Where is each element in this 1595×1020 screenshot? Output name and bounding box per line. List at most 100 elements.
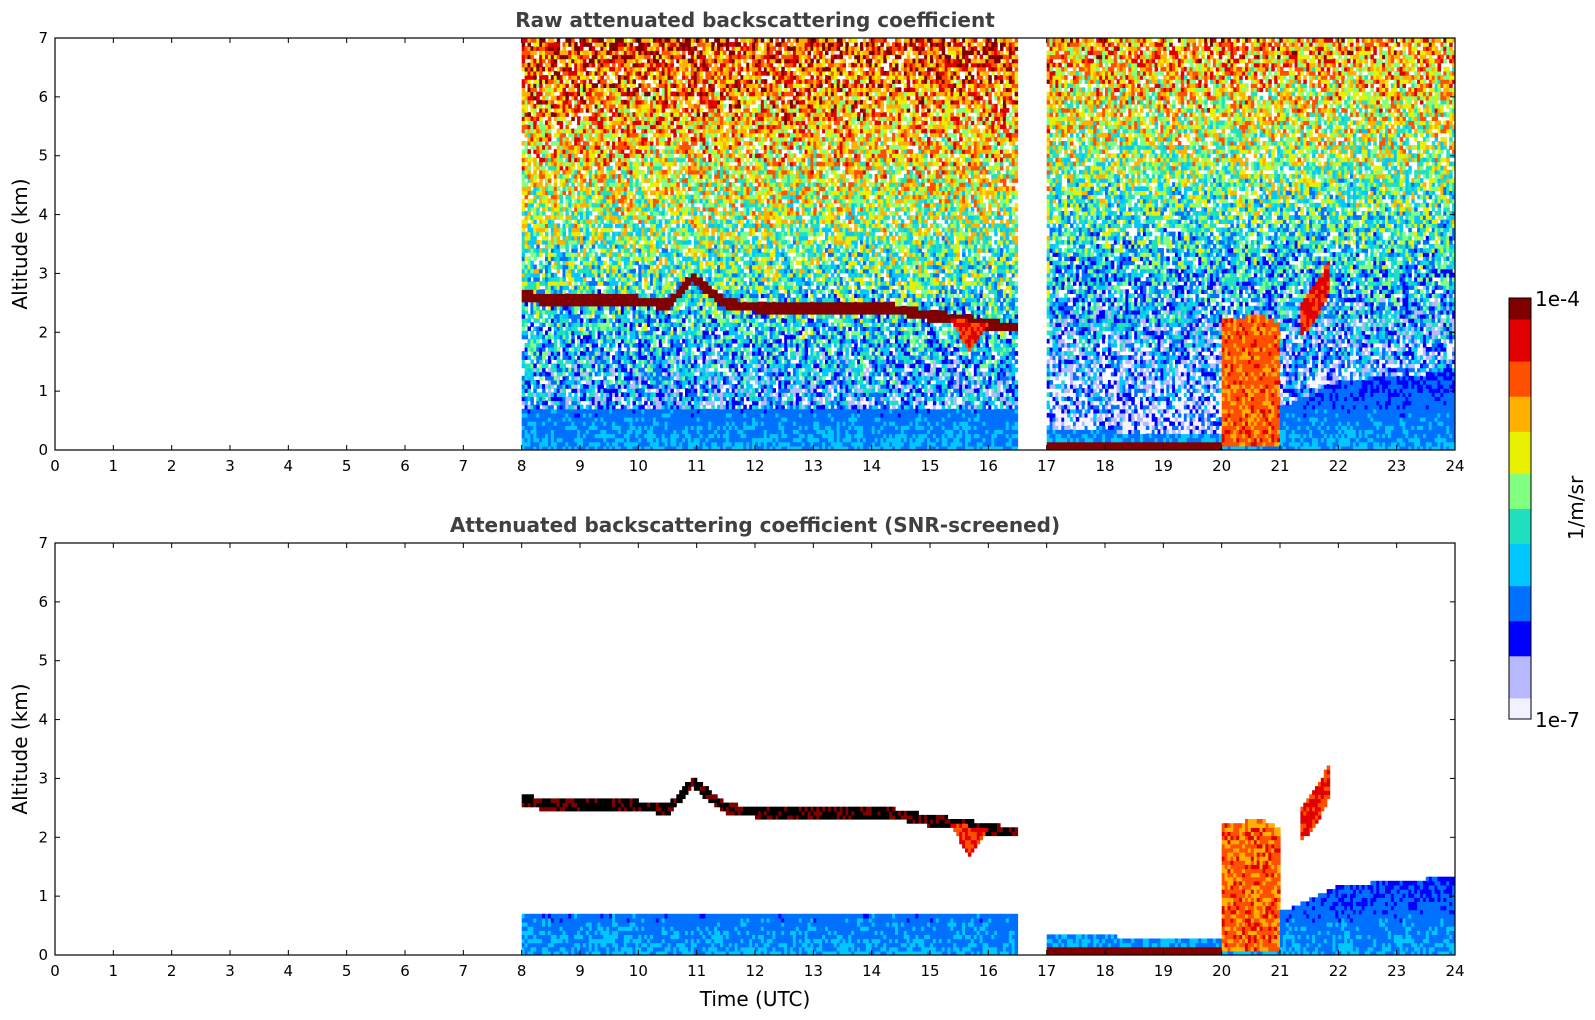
raw-heatmap-cell — [647, 55, 651, 60]
raw-heatmap-cell — [656, 421, 660, 426]
raw-heatmap-cell — [551, 421, 555, 426]
raw-heatmap-cell — [598, 104, 602, 109]
raw-heatmap-cell — [551, 207, 555, 212]
raw-heatmap-cell — [603, 207, 607, 212]
raw-heatmap-cell — [691, 388, 695, 393]
raw-heatmap-cell — [621, 256, 625, 261]
raw-heatmap-cell — [528, 162, 532, 167]
raw-heatmap-cell — [530, 331, 534, 336]
raw-heatmap-cell — [673, 211, 677, 216]
raw-heatmap-cell — [568, 322, 572, 327]
raw-heatmap-cell — [580, 71, 584, 76]
raw-heatmap-cell — [606, 63, 610, 68]
raw-heatmap-cell — [638, 256, 642, 261]
raw-heatmap-cell — [647, 42, 651, 47]
raw-heatmap-cell — [633, 269, 637, 274]
raw-heatmap-cell — [662, 59, 666, 64]
raw-heatmap-cell — [638, 392, 642, 397]
raw-heatmap-cell — [656, 236, 660, 241]
raw-heatmap-cell — [621, 355, 625, 360]
raw-heatmap-cell — [565, 335, 569, 340]
raw-heatmap-cell — [691, 219, 695, 224]
raw-heatmap-cell — [568, 50, 572, 55]
raw-heatmap-cell — [691, 298, 695, 303]
raw-heatmap-cell — [638, 170, 642, 175]
raw-heatmap-cell — [577, 141, 581, 146]
raw-heatmap-cell — [551, 322, 555, 327]
raw-heatmap-cell — [691, 46, 695, 51]
raw-heatmap-cell — [621, 190, 625, 195]
raw-heatmap-cell — [533, 223, 537, 228]
raw-heatmap-cell — [603, 63, 607, 68]
raw-heatmap-cell — [539, 182, 543, 187]
raw-heatmap-cell — [621, 203, 625, 208]
raw-heatmap-cell — [592, 195, 596, 200]
raw-heatmap-cell — [545, 236, 549, 241]
raw-heatmap-cell — [533, 289, 537, 294]
raw-heatmap-cell — [638, 248, 642, 253]
raw-heatmap-cell — [551, 125, 555, 130]
raw-heatmap-cell — [528, 388, 532, 393]
raw-heatmap-cell — [586, 417, 590, 422]
raw-heatmap-cell — [621, 335, 625, 340]
raw-heatmap-cell — [583, 125, 587, 130]
raw-heatmap-cell — [603, 405, 607, 410]
raw-heatmap-cell — [676, 306, 680, 311]
raw-heatmap-cell — [533, 236, 537, 241]
raw-heatmap-cell — [691, 228, 695, 233]
raw-heatmap-cell — [574, 153, 578, 158]
raw-heatmap-cell — [630, 186, 634, 191]
raw-heatmap-cell — [574, 42, 578, 47]
raw-heatmap-cell — [691, 368, 695, 373]
raw-heatmap-cell — [621, 186, 625, 191]
raw-heatmap-cell — [542, 38, 546, 43]
raw-heatmap-cell — [656, 256, 660, 261]
raw-heatmap-cell — [551, 141, 555, 146]
raw-heatmap-cell — [551, 425, 555, 430]
raw-heatmap-cell — [606, 141, 610, 146]
raw-heatmap-cell — [627, 256, 631, 261]
raw-heatmap-cell — [656, 293, 660, 298]
raw-heatmap-cell — [542, 211, 546, 216]
raw-heatmap-cell — [574, 178, 578, 183]
raw-heatmap-cell — [533, 195, 537, 200]
raw-heatmap-cell — [662, 269, 666, 274]
raw-heatmap-cell — [679, 302, 683, 307]
raw-heatmap-cell — [533, 421, 537, 426]
raw-heatmap-cell — [533, 104, 537, 109]
raw-heatmap-cell — [694, 388, 698, 393]
raw-heatmap-cell — [670, 302, 674, 307]
raw-heatmap-cell — [522, 392, 526, 397]
raw-heatmap-cell — [685, 244, 689, 249]
raw-heatmap-cell — [612, 343, 616, 348]
raw-heatmap-cell — [618, 376, 622, 381]
raw-heatmap-cell — [621, 149, 625, 154]
raw-heatmap-cell — [533, 355, 537, 360]
raw-heatmap-cell — [691, 277, 695, 282]
raw-heatmap-cell — [685, 203, 689, 208]
raw-heatmap-cell — [533, 46, 537, 51]
raw-heatmap-cell — [533, 87, 537, 92]
raw-heatmap-cell — [673, 343, 677, 348]
raw-heatmap-cell — [656, 298, 660, 303]
raw-heatmap-cell — [600, 170, 604, 175]
raw-heatmap-cell — [662, 335, 666, 340]
raw-heatmap-cell — [638, 376, 642, 381]
raw-heatmap-cell — [533, 417, 537, 422]
raw-heatmap-cell — [560, 158, 564, 163]
raw-heatmap-cell — [650, 306, 654, 311]
raw-heatmap-cell — [673, 298, 677, 303]
raw-heatmap-cell — [638, 339, 642, 344]
raw-heatmap-cell — [638, 199, 642, 204]
raw-heatmap-cell — [580, 326, 584, 331]
raw-heatmap-cell — [603, 289, 607, 294]
raw-heatmap-cell — [598, 256, 602, 261]
raw-heatmap-cell — [603, 318, 607, 323]
raw-heatmap-cell — [638, 421, 642, 426]
raw-heatmap-cell — [694, 392, 698, 397]
raw-heatmap-cell — [644, 137, 648, 142]
raw-heatmap-cell — [539, 120, 543, 125]
raw-heatmap-cell — [673, 219, 677, 224]
raw-heatmap-cell — [603, 129, 607, 134]
raw-heatmap-cell — [525, 351, 529, 356]
